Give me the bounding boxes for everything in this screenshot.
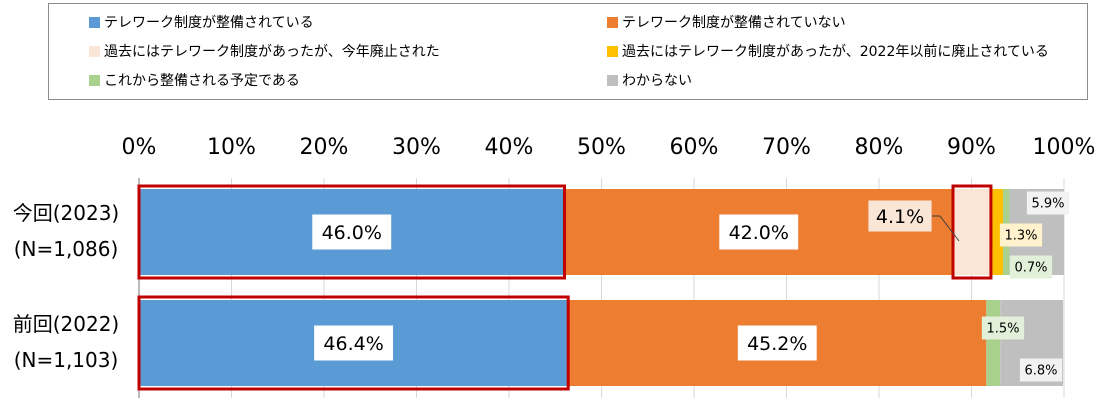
data-label: 45.2% bbox=[737, 325, 817, 361]
category-label: 今回(2023) bbox=[13, 201, 120, 225]
legend-label: これから整備される予定である bbox=[104, 73, 300, 89]
data-label-box bbox=[1019, 358, 1063, 382]
data-label-box bbox=[1026, 191, 1070, 215]
legend-swatch bbox=[607, 45, 618, 57]
data-label-text: 5.9% bbox=[1031, 197, 1064, 212]
x-tick-label: 90% bbox=[947, 135, 996, 160]
bar-segment bbox=[986, 300, 1001, 386]
data-label: 1.5% bbox=[981, 316, 1025, 340]
data-label-text: 6.8% bbox=[1024, 364, 1057, 379]
legend-swatch bbox=[89, 45, 100, 57]
legend-label: テレワーク制度が整備されている bbox=[104, 15, 314, 31]
legend-item: テレワーク制度が整備されていない bbox=[607, 9, 846, 35]
legend-label: 過去にはテレワーク制度があったが、今年廃止された bbox=[104, 44, 440, 60]
data-label: 5.9% bbox=[1026, 191, 1070, 215]
x-tick-label: 50% bbox=[577, 135, 626, 160]
x-tick-label: 60% bbox=[670, 135, 719, 160]
legend-swatch bbox=[89, 16, 100, 28]
data-label-box bbox=[1009, 255, 1053, 279]
legend-label: わからない bbox=[622, 73, 692, 89]
data-label-box bbox=[999, 223, 1043, 247]
leader-line bbox=[932, 215, 960, 242]
highlight-box bbox=[951, 184, 993, 280]
data-label: 46.4% bbox=[314, 325, 394, 361]
category-sample-size: (N=1,103) bbox=[14, 348, 119, 372]
x-tick-label: 40% bbox=[485, 135, 534, 160]
legend-swatch bbox=[607, 74, 618, 86]
data-label-text: 4.1% bbox=[876, 206, 924, 228]
data-label-text: 45.2% bbox=[747, 333, 807, 355]
x-tick-label: 10% bbox=[207, 135, 256, 160]
data-label: 4.1% bbox=[868, 200, 932, 232]
data-label: 42.0% bbox=[719, 214, 799, 250]
highlight-box bbox=[137, 184, 566, 280]
bar-segment bbox=[990, 189, 1003, 275]
legend-label: 過去にはテレワーク制度があったが、2022年以前に廃止されている bbox=[622, 44, 1049, 60]
data-label-text: 46.4% bbox=[323, 333, 383, 355]
legend-item: 過去にはテレワーク制度があったが、2022年以前に廃止されている bbox=[607, 38, 1049, 64]
legend-label: テレワーク制度が整備されていない bbox=[622, 15, 846, 31]
legend-swatch bbox=[89, 74, 100, 86]
data-label: 46.0% bbox=[312, 214, 392, 250]
legend-item: これから整備される予定である bbox=[89, 67, 300, 93]
data-label: 6.8% bbox=[1019, 358, 1063, 382]
x-tick-label: 20% bbox=[300, 135, 349, 160]
legend-swatch bbox=[607, 16, 618, 28]
x-tick-label: 100% bbox=[1033, 135, 1096, 160]
category-label: 前回(2022) bbox=[13, 312, 120, 336]
data-label-text: 46.0% bbox=[322, 222, 382, 244]
data-label-text: 1.3% bbox=[1004, 229, 1037, 244]
data-label-text: 0.7% bbox=[1014, 261, 1047, 276]
data-label-text: 42.0% bbox=[729, 222, 789, 244]
legend-item: 過去にはテレワーク制度があったが、今年廃止された bbox=[89, 38, 440, 64]
legend-item: テレワーク制度が整備されている bbox=[89, 9, 314, 35]
category-sample-size: (N=1,086) bbox=[14, 237, 119, 261]
x-tick-label: 70% bbox=[762, 135, 811, 160]
data-label-text: 1.5% bbox=[986, 322, 1019, 337]
data-label-box bbox=[737, 325, 817, 361]
x-tick-label: 80% bbox=[855, 135, 904, 160]
data-label-box bbox=[868, 200, 932, 232]
data-label-box bbox=[312, 214, 392, 250]
data-label-box bbox=[981, 316, 1025, 340]
legend-item: わからない bbox=[607, 67, 692, 93]
legend: テレワーク制度が整備されている テレワーク制度が整備されていない過去にはテレワーク… bbox=[48, 3, 1088, 100]
bar-segment bbox=[953, 189, 991, 275]
data-label-box bbox=[719, 214, 799, 250]
data-label: 0.7% bbox=[1009, 255, 1053, 279]
x-tick-label: 0% bbox=[122, 135, 157, 160]
x-tick-label: 30% bbox=[392, 135, 441, 160]
data-label: 1.3% bbox=[999, 223, 1043, 247]
highlight-box bbox=[137, 295, 570, 391]
data-label-box bbox=[314, 325, 394, 361]
